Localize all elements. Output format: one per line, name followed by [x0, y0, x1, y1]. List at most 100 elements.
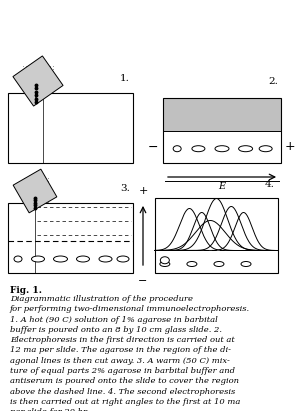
- Point: [229, 109, 234, 115]
- Point: [180, 119, 185, 125]
- Point: [7, 99, 12, 105]
- Point: [15, 99, 19, 105]
- Point: [208, 98, 213, 104]
- Point: [173, 102, 178, 108]
- Point: [28, 151, 33, 157]
- Point: [36, 116, 40, 122]
- Point: [24, 62, 29, 69]
- Point: [36, 134, 40, 140]
- Point: [7, 268, 12, 275]
- Point: [204, 126, 209, 132]
- Point: [36, 106, 40, 112]
- Point: [25, 102, 30, 109]
- Point: [24, 77, 29, 84]
- Point: [48, 74, 53, 81]
- Point: [28, 144, 33, 150]
- Point: [225, 119, 230, 125]
- Point: [236, 122, 241, 129]
- Point: [18, 226, 22, 233]
- Point: [229, 98, 234, 104]
- Point: [225, 112, 230, 118]
- Point: [30, 72, 35, 78]
- Point: [246, 109, 251, 115]
- Point: [246, 115, 251, 122]
- Point: [250, 112, 255, 118]
- Point: [201, 98, 206, 104]
- Point: [39, 86, 44, 93]
- Point: [48, 77, 53, 84]
- Point: [28, 257, 33, 264]
- Point: [243, 119, 248, 125]
- Point: [246, 119, 251, 125]
- Point: [260, 112, 265, 118]
- Point: [18, 102, 22, 109]
- Point: [21, 184, 26, 191]
- Point: [211, 126, 216, 132]
- Point: [239, 119, 244, 125]
- Point: [21, 205, 26, 212]
- Point: [225, 115, 230, 122]
- Point: [222, 98, 227, 104]
- Point: [25, 141, 30, 147]
- Point: [173, 98, 178, 104]
- Point: [166, 112, 170, 118]
- Point: [27, 92, 32, 99]
- Point: [208, 105, 213, 111]
- Point: [33, 187, 38, 194]
- Point: [194, 119, 199, 125]
- Point: [184, 122, 188, 129]
- Point: [166, 105, 170, 111]
- Polygon shape: [13, 56, 63, 106]
- Point: [42, 184, 47, 191]
- Point: [11, 109, 16, 115]
- Point: [39, 196, 44, 203]
- Point: [267, 122, 272, 129]
- Point: [211, 122, 216, 129]
- Point: [36, 62, 41, 69]
- Point: [190, 112, 195, 118]
- Point: [11, 102, 16, 109]
- Point: [15, 222, 19, 229]
- Point: [25, 137, 30, 143]
- Point: [250, 102, 255, 108]
- Point: [204, 105, 209, 111]
- Point: [173, 115, 178, 122]
- Point: [25, 109, 30, 115]
- Point: [201, 126, 206, 132]
- Point: [15, 236, 19, 243]
- Point: [253, 98, 258, 104]
- Point: [33, 77, 38, 84]
- Point: [243, 98, 248, 104]
- Point: [21, 175, 26, 182]
- Point: [15, 95, 19, 102]
- Point: [197, 109, 202, 115]
- Point: [11, 215, 16, 222]
- Point: [48, 65, 53, 72]
- Point: [239, 98, 244, 104]
- Point: [36, 90, 41, 96]
- Point: [30, 86, 35, 93]
- Point: [15, 113, 19, 119]
- Point: [25, 134, 30, 140]
- Point: [24, 74, 29, 81]
- Point: [28, 254, 33, 261]
- Point: [30, 196, 35, 203]
- Point: [278, 102, 283, 108]
- Point: [32, 208, 37, 215]
- Point: [229, 126, 234, 132]
- Point: [222, 122, 227, 129]
- Point: [45, 181, 50, 187]
- Point: [204, 122, 209, 129]
- Point: [274, 102, 279, 108]
- Bar: [163, 98, 281, 163]
- Point: [18, 151, 22, 157]
- Point: [21, 130, 26, 136]
- Point: [21, 83, 26, 90]
- Point: [18, 158, 22, 164]
- Point: [18, 205, 22, 212]
- Point: [11, 120, 16, 126]
- Point: [25, 215, 30, 222]
- Point: [24, 92, 29, 99]
- Point: [211, 105, 216, 111]
- Point: [250, 122, 255, 129]
